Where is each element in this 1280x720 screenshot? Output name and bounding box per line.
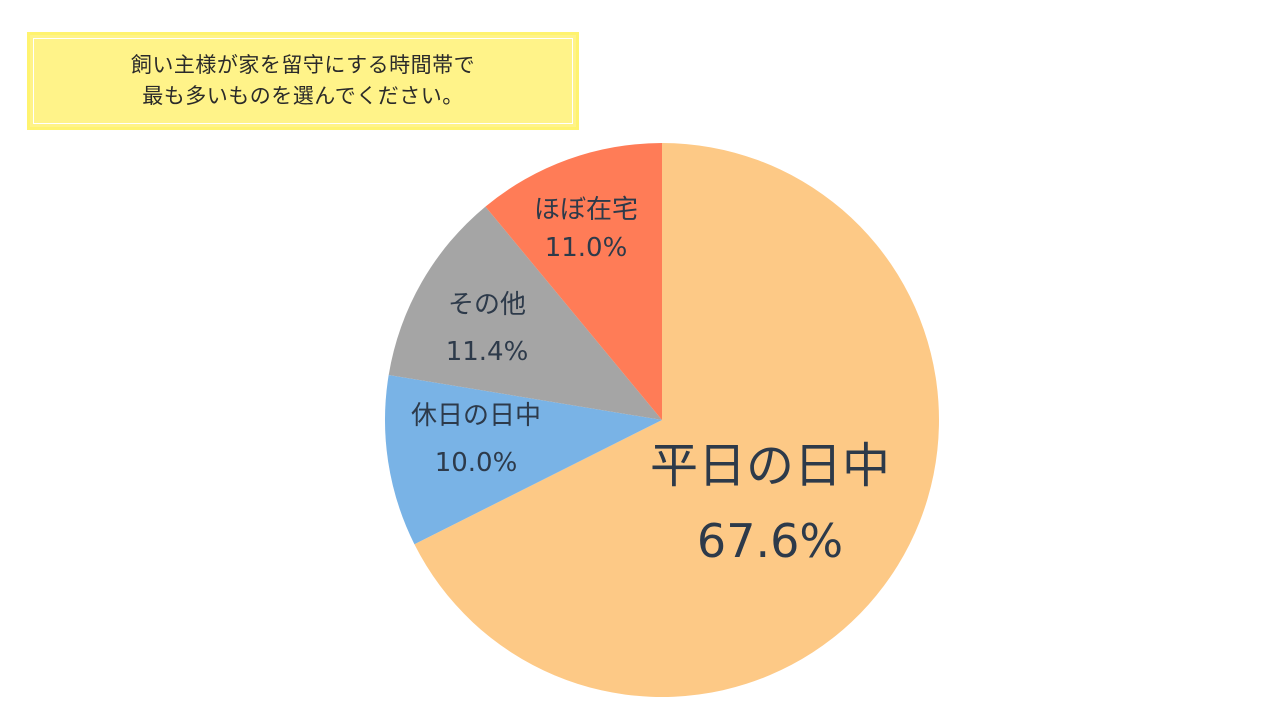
pie-labels: 平日の日中 67.6% 休日の日中 10.0% その他 11.4% ほぼ在宅 11.0% (411, 195, 890, 568)
question-line-2: 最も多いものを選んでください。 (142, 84, 464, 108)
slice-category-label: その他 (448, 290, 526, 320)
pie-slice-2 (384, 374, 662, 545)
slice-value-label: 10.0% (435, 448, 518, 478)
question-box: 飼い主様が家を留守にする時間帯で 最も多いものを選んでください。 (27, 32, 579, 130)
slice-category-label: 休日の日中 (411, 401, 541, 431)
slice-category-label: 平日の日中 (650, 438, 890, 494)
question-line-1: 飼い主様が家を留守にする時間帯で (130, 53, 476, 77)
slice-value-label: 11.0% (545, 233, 628, 263)
slice-value-label: 11.4% (446, 337, 529, 367)
slice-category-label: ほぼ在宅 (534, 195, 638, 225)
slice-value-label: 67.6% (697, 514, 843, 568)
pie-slices (384, 143, 940, 697)
pie-slice-1 (414, 143, 940, 697)
pie-slice-4 (485, 143, 662, 420)
pie-slice-3 (388, 206, 662, 420)
